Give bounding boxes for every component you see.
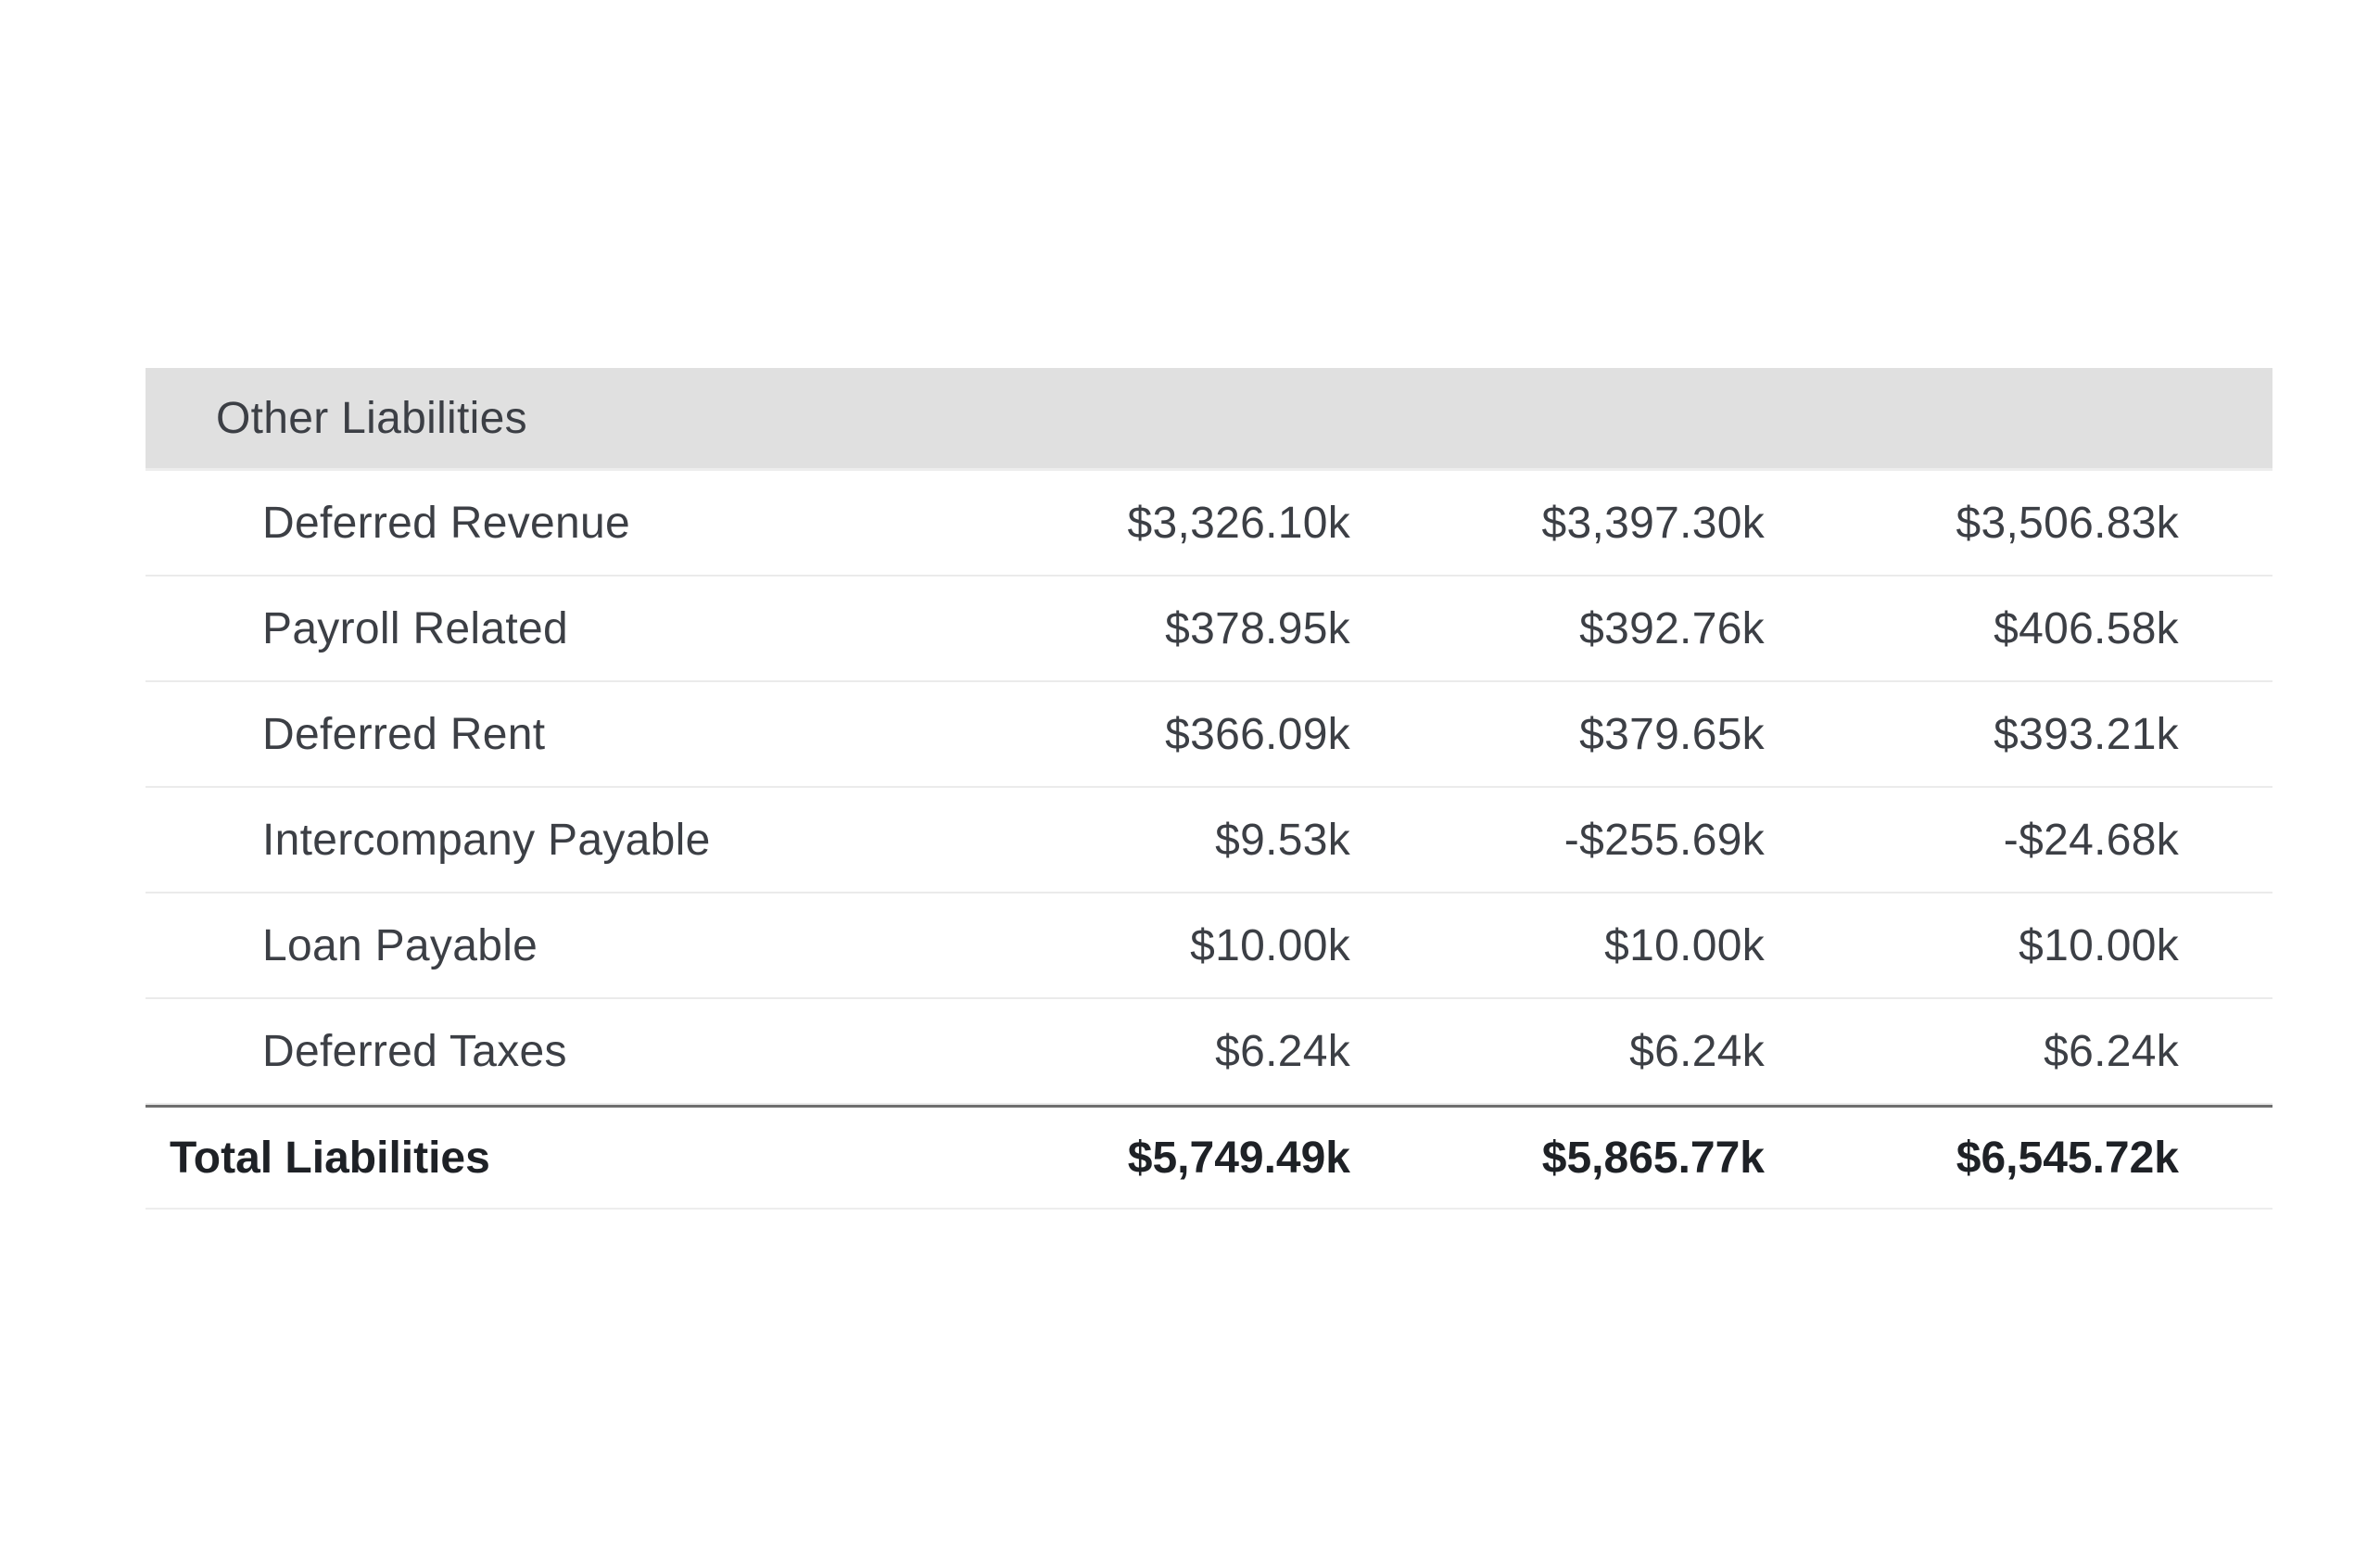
row-value-col-1: $3,326.10k [1127,498,1350,548]
row-label: Deferred Revenue [262,498,631,548]
row-value-col-1: $6.24k [1215,1026,1350,1076]
liabilities-table: Other Liabilities Deferred Revenue $3,32… [146,368,2272,1210]
table-row[interactable]: Loan Payable $10.00k $10.00k $10.00k [146,893,2272,999]
row-value-col-3: $406.58k [1994,603,2179,653]
row-value-col-2: $3,397.30k [1541,498,1765,548]
row-label: Deferred Rent [262,709,546,759]
row-value-col-3: -$24.68k [2003,815,2179,865]
row-value-col-1: $378.95k [1165,603,1350,653]
table-row[interactable]: Deferred Taxes $6.24k $6.24k $6.24k [146,999,2272,1105]
table-row[interactable]: Intercompany Payable $9.53k -$255.69k -$… [146,788,2272,893]
row-value-col-1: $366.09k [1165,709,1350,759]
row-value-col-3: $10.00k [2019,920,2179,970]
total-label: Total Liabilities [170,1133,490,1183]
section-title: Other Liabilities [216,393,527,443]
row-value-col-3: $393.21k [1994,709,2179,759]
row-label: Intercompany Payable [262,815,711,865]
row-label: Payroll Related [262,603,568,653]
row-value-col-3: $6.24k [2044,1026,2179,1076]
total-value-col-1: $5,749.49k [1127,1133,1350,1183]
row-value-col-2: $6.24k [1629,1026,1765,1076]
row-value-col-3: $3,506.83k [1956,498,2179,548]
row-value-col-1: $10.00k [1190,920,1350,970]
row-value-col-1: $9.53k [1215,815,1350,865]
table-row[interactable]: Payroll Related $378.95k $392.76k $406.5… [146,577,2272,682]
total-value-col-2: $5,865.77k [1541,1133,1765,1183]
table-row[interactable]: Deferred Revenue $3,326.10k $3,397.30k $… [146,471,2272,577]
table-row[interactable]: Deferred Rent $366.09k $379.65k $393.21k [146,682,2272,788]
section-header-other-liabilities[interactable]: Other Liabilities [146,368,2272,468]
row-label: Deferred Taxes [262,1026,567,1076]
total-value-col-3: $6,545.72k [1956,1133,2179,1183]
row-label: Loan Payable [262,920,538,970]
row-value-col-2: -$255.69k [1563,815,1765,865]
row-value-col-2: $10.00k [1604,920,1765,970]
table-body: Deferred Revenue $3,326.10k $3,397.30k $… [146,468,2272,1105]
row-value-col-2: $379.65k [1579,709,1765,759]
row-value-col-2: $392.76k [1579,603,1765,653]
total-row[interactable]: Total Liabilities $5,749.49k $5,865.77k … [146,1105,2272,1210]
